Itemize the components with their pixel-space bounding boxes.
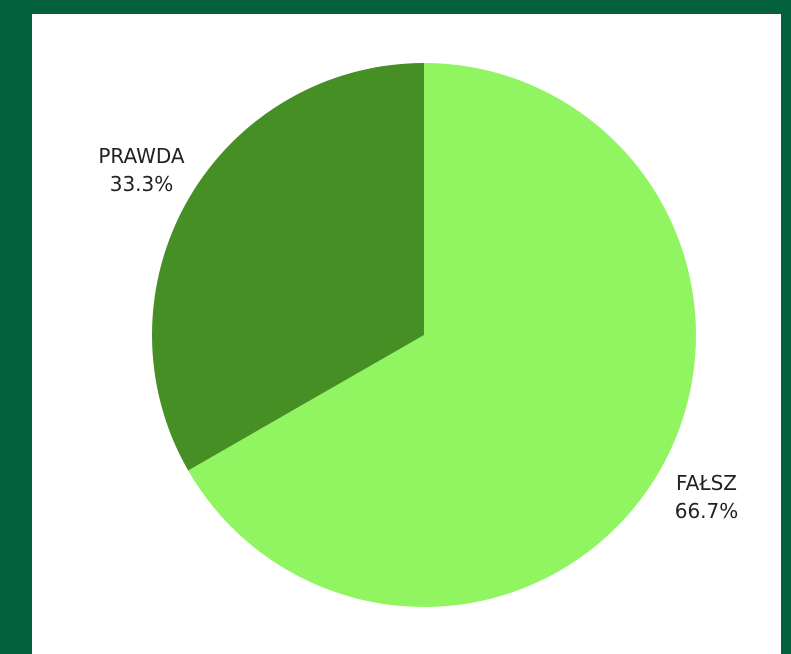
pie-slice [188,63,696,607]
pie-slice [151,63,424,471]
slice-value-label: 66.7% [675,499,739,523]
chart: FAŁSZ 66.7% PRAWDA 33.3% [32,14,781,654]
slice-label: PRAWDA [98,144,185,168]
slice-value-label: 33.3% [110,172,174,196]
slice-label: FAŁSZ [676,471,737,495]
